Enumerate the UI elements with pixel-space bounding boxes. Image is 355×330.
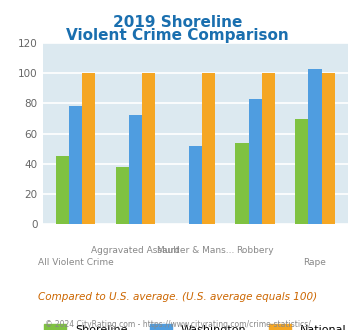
Bar: [308, 69, 322, 224]
Legend: Shoreline, Washington, National: Shoreline, Washington, National: [44, 324, 346, 330]
Bar: [56, 156, 69, 224]
Bar: [116, 167, 129, 224]
Text: Compared to U.S. average. (U.S. average equals 100): Compared to U.S. average. (U.S. average …: [38, 292, 317, 302]
Text: © 2024 CityRating.com - https://www.cityrating.com/crime-statistics/: © 2024 CityRating.com - https://www.city…: [45, 320, 310, 329]
Bar: [295, 118, 308, 224]
Bar: [262, 73, 275, 224]
Text: Rape: Rape: [304, 258, 326, 267]
Bar: [202, 73, 215, 224]
Text: Robbery: Robbery: [236, 246, 274, 254]
Text: Murder & Mans...: Murder & Mans...: [157, 246, 234, 254]
Text: Violent Crime Comparison: Violent Crime Comparison: [66, 28, 289, 43]
Bar: [322, 73, 335, 224]
Text: 2019 Shoreline: 2019 Shoreline: [113, 15, 242, 30]
Bar: [82, 73, 95, 224]
Text: Aggravated Assault: Aggravated Assault: [91, 246, 180, 254]
Bar: [235, 143, 248, 224]
Bar: [69, 106, 82, 224]
Bar: [142, 73, 155, 224]
Bar: [189, 146, 202, 224]
Text: All Violent Crime: All Violent Crime: [38, 258, 113, 267]
Bar: [248, 99, 262, 224]
Bar: [129, 115, 142, 224]
